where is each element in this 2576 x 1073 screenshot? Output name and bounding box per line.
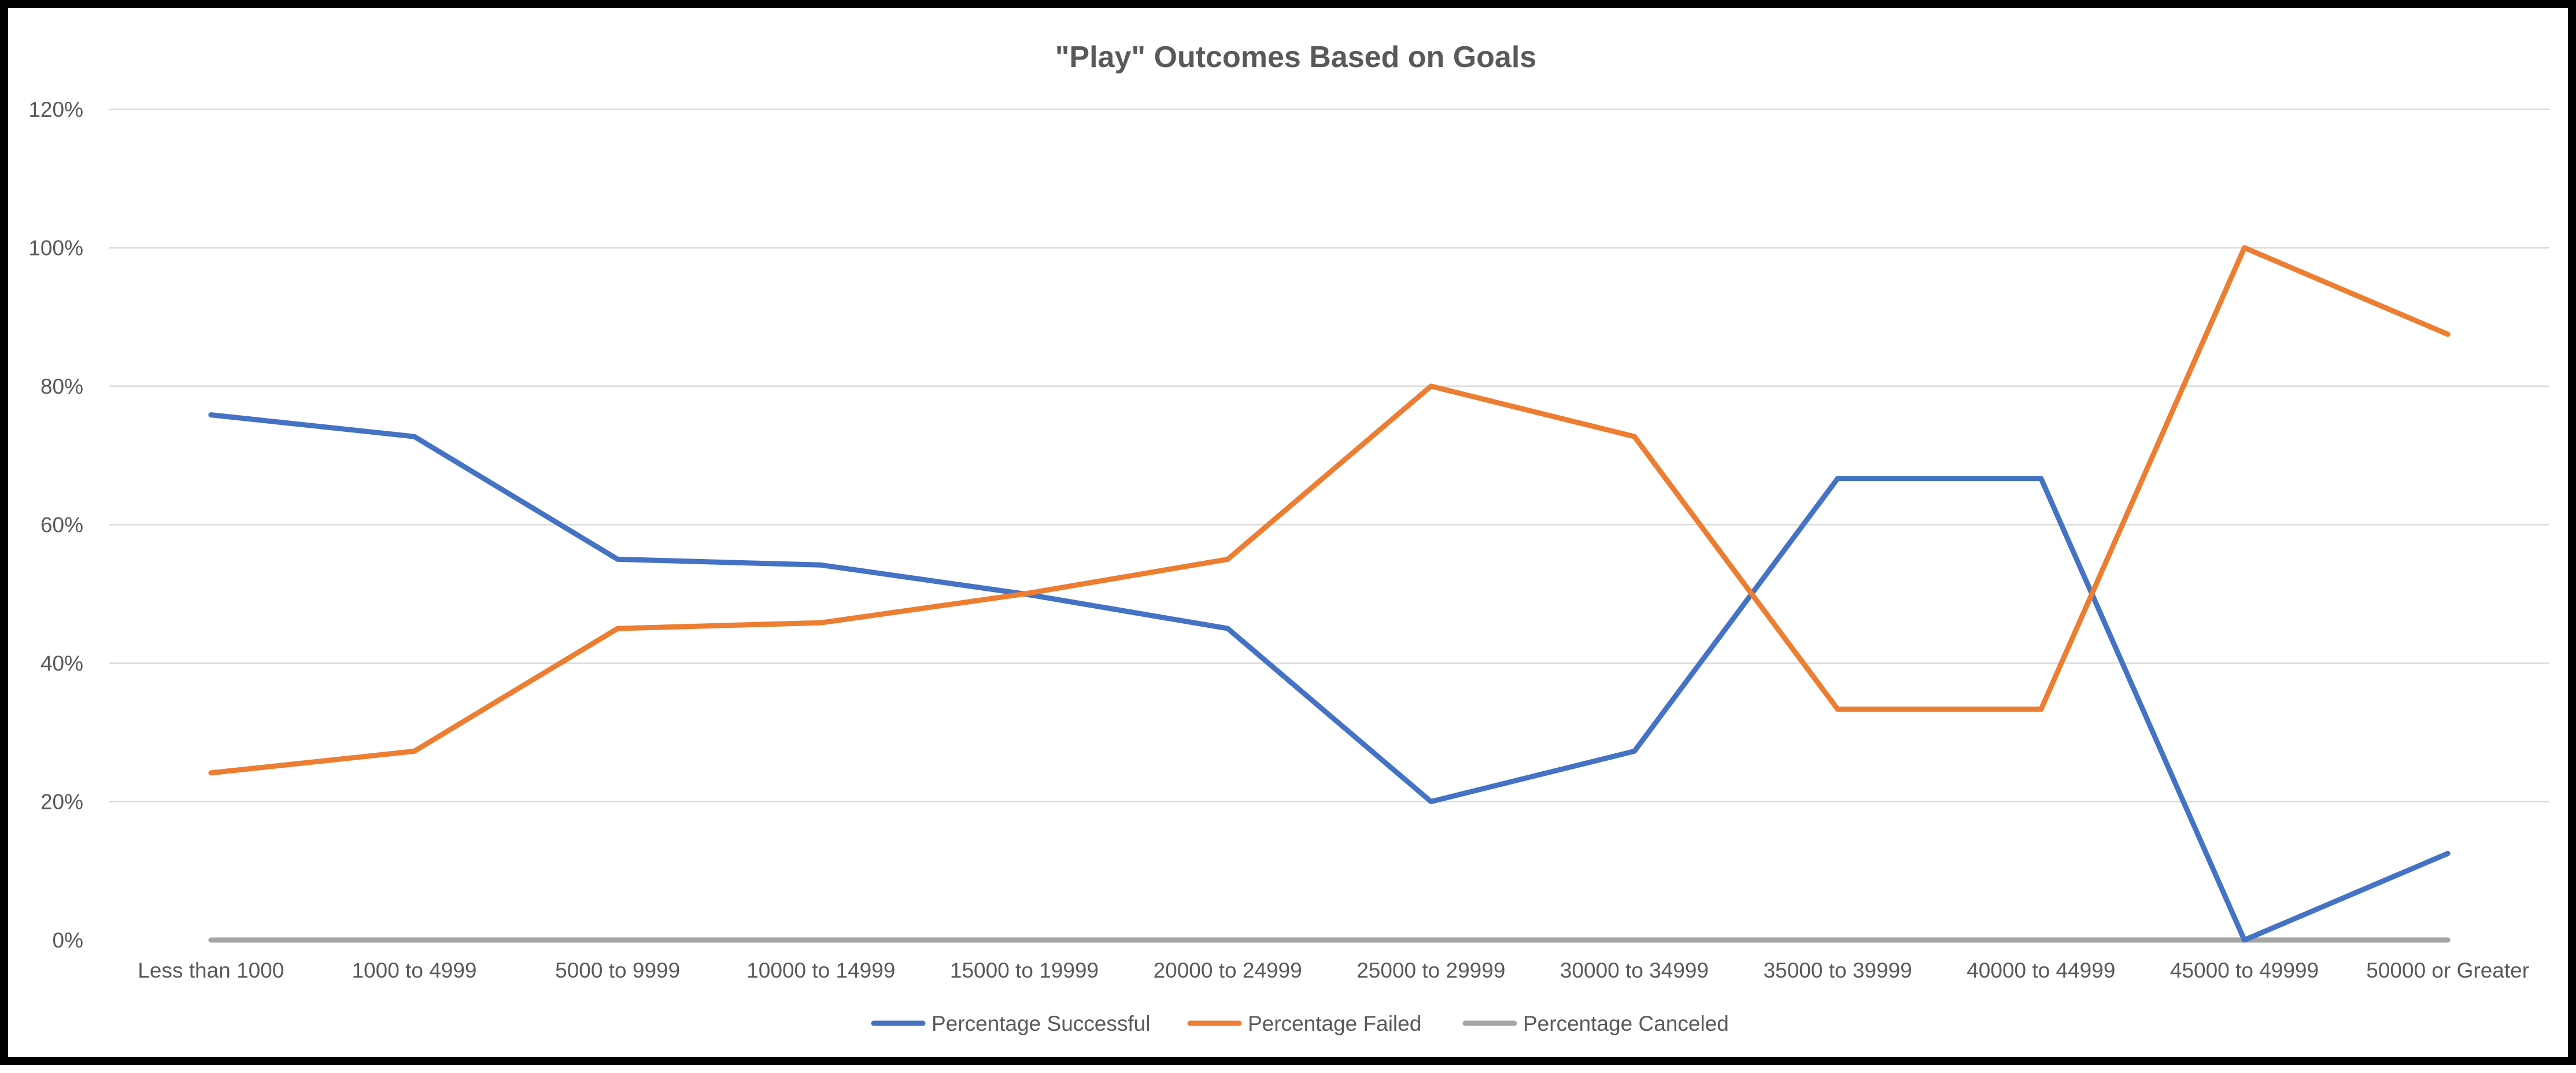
x-tick-label: 35000 to 39999 [1764,959,1912,982]
chart-title: "Play" Outcomes Based on Goals [1055,40,1536,74]
x-tick-label: 45000 to 49999 [2170,959,2319,982]
legend-label: Percentage Canceled [1523,1012,1729,1035]
x-tick-label: 15000 to 19999 [950,959,1099,982]
legend-label: Percentage Failed [1248,1012,1421,1035]
x-tick-label: 20000 to 24999 [1154,959,1302,982]
series-line-percentage-failed [208,245,2451,776]
y-tick-label: 100% [28,236,83,260]
x-tick-label: 30000 to 34999 [1560,959,1709,982]
x-tick-label: Less than 1000 [138,959,284,982]
legend: Percentage Successful Percentage Failed Pe… [871,1012,1729,1035]
x-tick-label: 50000 or Greater [2366,959,2529,982]
y-tick-label: 0% [53,928,83,952]
x-tick-label: 1000 to 4999 [352,959,476,982]
y-tick-label: 80% [40,375,83,398]
gridlines [109,108,2549,802]
legend-label: Percentage Successful [932,1012,1150,1035]
x-tick-label: 10000 to 14999 [746,959,895,982]
x-tick-label: 40000 to 44999 [1967,959,2115,982]
x-axis-tick-labels: Less than 1000 1000 to 4999 5000 to 9999 10… [138,959,2529,982]
y-tick-label: 20% [40,790,83,814]
x-tick-label: 25000 to 29999 [1357,959,1505,982]
y-axis-tick-labels: 0% 20% 40% 60% 80% 100% 120% [28,98,83,952]
series-lines [208,245,2451,943]
y-tick-label: 120% [28,98,83,121]
line-chart: "Play" Outcomes Based on Goals 0% 20% 40% 6… [28,40,2549,1035]
y-tick-label: 60% [40,513,83,537]
y-tick-label: 40% [40,652,83,675]
x-tick-label: 5000 to 9999 [555,959,680,982]
series-line-percentage-successful [208,412,2451,943]
